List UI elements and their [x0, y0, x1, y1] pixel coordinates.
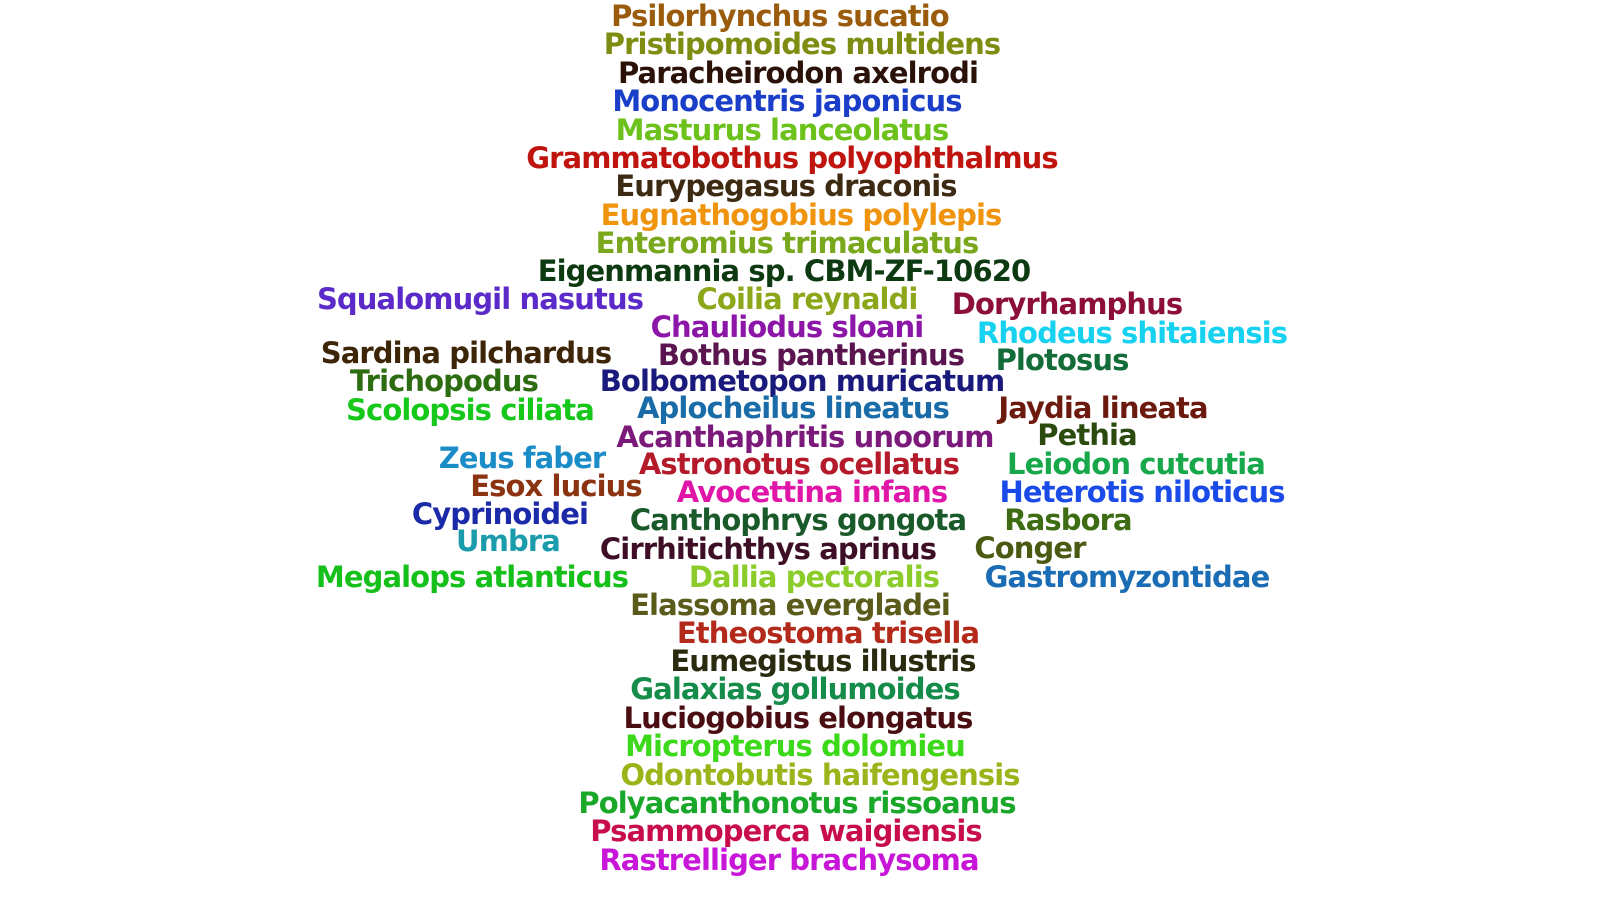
word-odontobutis-haifengensis: Odontobutis haifengensis — [620, 758, 1020, 792]
word-micropterus-dolomieu: Micropterus dolomieu — [625, 729, 966, 763]
word-zeus-faber: Zeus faber — [438, 441, 607, 475]
word-squalomugil-nasutus: Squalomugil nasutus — [316, 282, 644, 316]
word-psilorhynchus-sucatio: Psilorhynchus sucatio — [611, 0, 950, 33]
word-enteromius-trimaculatus: Enteromius trimaculatus — [595, 226, 980, 260]
word-esox-lucius: Esox lucius — [470, 469, 642, 503]
word-luciogobius-elongatus: Luciogobius elongatus — [623, 701, 974, 735]
word-umbra: Umbra — [456, 524, 561, 558]
word-conger: Conger — [974, 531, 1086, 565]
word-canthophrys-gongota: Canthophrys gongota — [629, 503, 967, 537]
word-rastrelliger-brachysoma: Rastrelliger brachysoma — [599, 843, 979, 877]
word-eigenmannia-sp: Eigenmannia sp. CBM-ZF-10620 — [537, 254, 1032, 288]
word-chauliodus-sloani: Chauliodus sloani — [650, 310, 925, 344]
word-psammoperca-waigiensis: Psammoperca waigiensis — [590, 814, 982, 848]
word-masturus-lanceolatus: Masturus lanceolatus — [615, 113, 950, 147]
word-dallia-pectoralis: Dallia pectoralis — [688, 560, 940, 594]
word-gastromyzontidae: Gastromyzontidae — [984, 560, 1271, 594]
word-coilia-reynaldi: Coilia reynaldi — [696, 282, 919, 316]
word-scolopsis-ciliata: Scolopsis ciliata — [346, 393, 595, 427]
word-jaydia-lineata: Jaydia lineata — [998, 391, 1208, 425]
word-astronotus-ocellatus: Astronotus ocellatus — [638, 447, 960, 481]
word-galaxias-gollumoides: Galaxias gollumoides — [630, 672, 960, 706]
word-polyacanthonotus-rissoanus: Polyacanthonotus rissoanus — [578, 786, 1016, 820]
word-avocettina-infans: Avocettina infans — [676, 475, 948, 509]
word-eumegistus-illustris: Eumegistus illustris — [670, 644, 976, 678]
word-megalops-atlanticus: Megalops atlanticus — [315, 560, 629, 594]
word-cyprinoidei: Cyprinoidei — [411, 497, 589, 531]
word-trichopodus: Trichopodus — [349, 364, 539, 398]
word-pristipomoides-multidens: Pristipomoides multidens — [603, 27, 1001, 61]
word-eugnathogobius-polylepis: Eugnathogobius polylepis — [600, 198, 1003, 232]
word-acanthaphritis-unoorum: Acanthaphritis unoorum — [616, 420, 994, 454]
word-elassoma-evergladei: Elassoma evergladei — [630, 588, 951, 622]
word-eurypegasus-draconis: Eurypegasus draconis — [615, 169, 957, 203]
word-paracheirodon-axelrodi: Paracheirodon axelrodi — [617, 56, 979, 90]
word-rhodeus-shitaiensis: Rhodeus shitaiensis — [976, 316, 1288, 350]
word-monocentris-japonicus: Monocentris japonicus — [612, 84, 962, 118]
word-heterotis-niloticus: Heterotis niloticus — [999, 475, 1285, 509]
word-grammatobothus-polyophthalmus: Grammatobothus polyophthalmus — [526, 141, 1058, 175]
word-pethia: Pethia — [1037, 418, 1137, 452]
word-rasbora: Rasbora — [1004, 503, 1132, 537]
word-plotosus: Plotosus — [995, 343, 1130, 377]
word-bolbometopon-muricatum: Bolbometopon muricatum — [599, 364, 1005, 398]
word-leiodon-cutcutia: Leiodon cutcutia — [1007, 447, 1266, 481]
word-etheostoma-trisella: Etheostoma trisella — [676, 616, 980, 650]
word-aplocheilus-lineatus: Aplocheilus lineatus — [637, 391, 950, 425]
word-bothus-pantherinus: Bothus pantherinus — [657, 338, 965, 372]
word-sardina-pilchardus: Sardina pilchardus — [320, 336, 612, 370]
word-cirrhitichthys-aprinus: Cirrhitichthys aprinus — [599, 532, 937, 566]
word-doryrhamphus: Doryrhamphus — [951, 287, 1183, 321]
